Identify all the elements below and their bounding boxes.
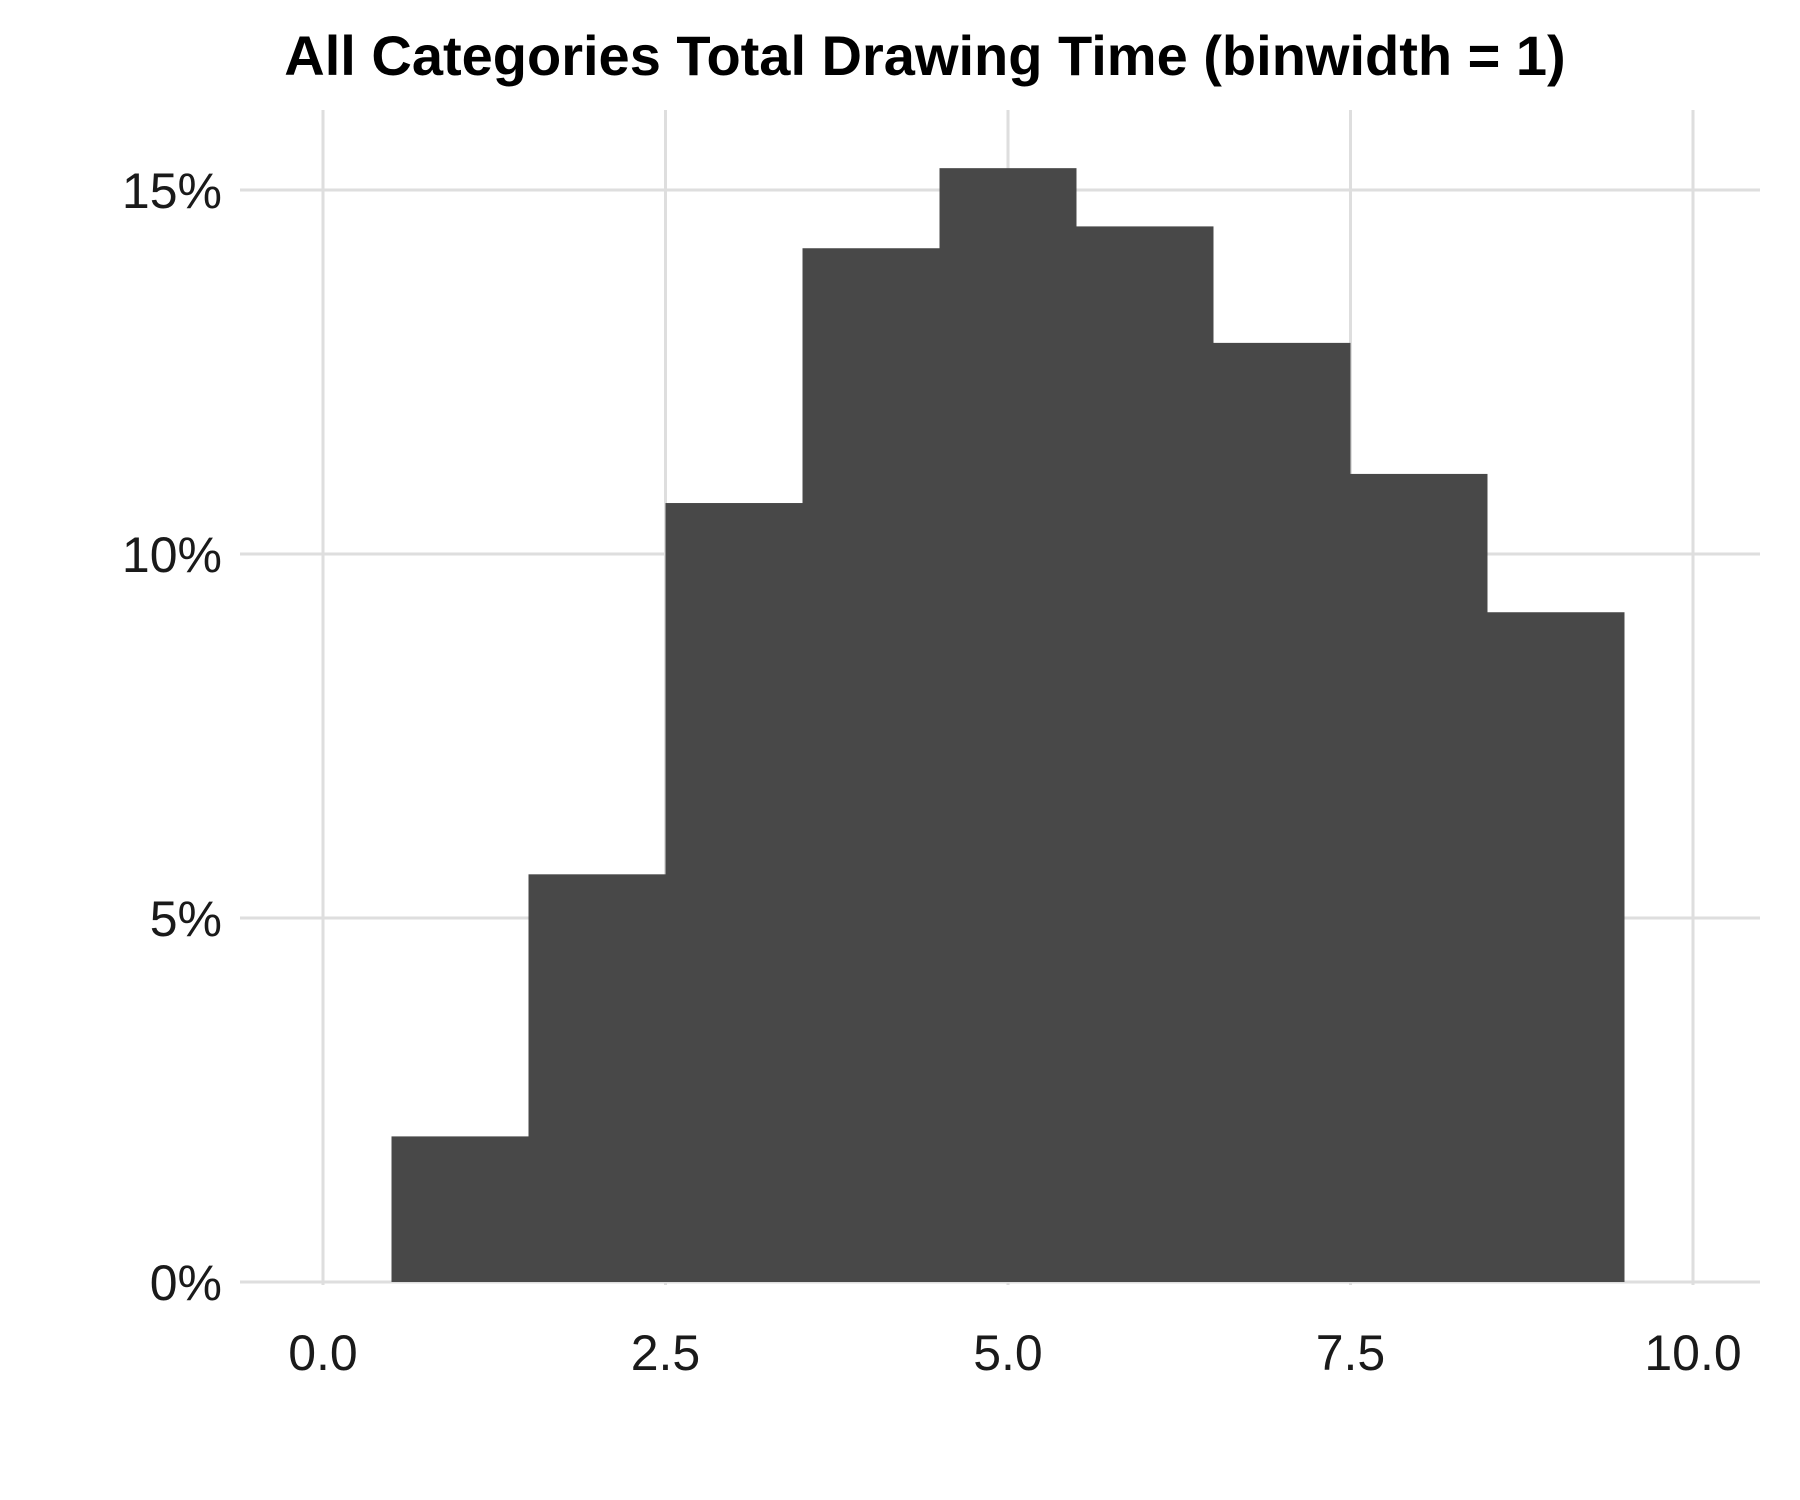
histogram-bar (802, 248, 940, 1283)
x-tick-label: 10.0 (1644, 1325, 1741, 1381)
histogram-bar (528, 874, 666, 1282)
y-tick-label: 10% (122, 527, 222, 583)
histogram-bar (939, 168, 1077, 1282)
histogram-bar (1350, 473, 1488, 1282)
histogram-bar (1213, 342, 1351, 1282)
x-tick-label: 7.5 (1316, 1325, 1386, 1381)
x-tick-label: 0.0 (288, 1325, 358, 1381)
histogram-bar (665, 503, 803, 1282)
axis-tick-labels: 0% 5% 10% 15% 0.0 2.5 5.0 7.5 10.0 (122, 163, 1742, 1381)
y-tick-label: 0% (150, 1255, 222, 1311)
histogram-bar (1076, 226, 1214, 1282)
histogram-bar (1487, 612, 1625, 1282)
y-tick-label: 5% (150, 891, 222, 947)
x-tick-label: 2.5 (631, 1325, 701, 1381)
chart-title: All Categories Total Drawing Time (binwi… (284, 24, 1565, 87)
histogram-bar (391, 1136, 529, 1282)
x-tick-label: 5.0 (973, 1325, 1043, 1381)
y-tick-label: 15% (122, 163, 222, 219)
histogram-bars (391, 168, 1625, 1283)
